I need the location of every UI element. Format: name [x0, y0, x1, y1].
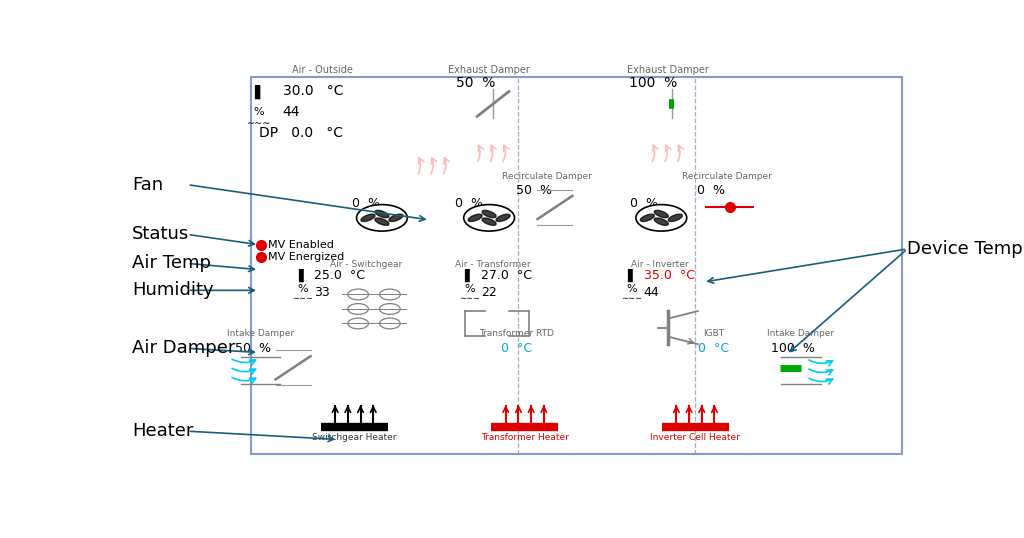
Text: Transformer Heater: Transformer Heater — [481, 433, 568, 442]
Ellipse shape — [654, 218, 669, 225]
Ellipse shape — [389, 214, 403, 222]
Text: 0  °C: 0 °C — [501, 342, 531, 355]
Circle shape — [464, 204, 514, 231]
Text: Status: Status — [132, 225, 189, 243]
Text: Humidity: Humidity — [132, 281, 214, 299]
Text: IGBT: IGBT — [703, 329, 724, 338]
Text: Air - Transformer: Air - Transformer — [456, 260, 530, 269]
Text: Intake Damper: Intake Damper — [227, 329, 294, 338]
Text: Inverter Cell Heater: Inverter Cell Heater — [650, 433, 740, 442]
Ellipse shape — [496, 214, 510, 222]
Ellipse shape — [640, 214, 654, 222]
Text: 50  %: 50 % — [515, 185, 552, 197]
Text: Device Temp: Device Temp — [907, 240, 1023, 258]
Text: 0  %: 0 % — [456, 197, 483, 210]
Text: Exhaust Damper: Exhaust Damper — [449, 65, 530, 75]
Text: 0  %: 0 % — [630, 197, 657, 210]
Text: DP   0.0   °C: DP 0.0 °C — [259, 126, 343, 140]
Text: Heater: Heater — [132, 422, 194, 440]
Ellipse shape — [654, 210, 669, 218]
Text: 33: 33 — [314, 286, 331, 299]
Text: 0  %: 0 % — [352, 197, 380, 210]
Ellipse shape — [669, 214, 682, 222]
Ellipse shape — [375, 218, 389, 225]
Text: Air - Outside: Air - Outside — [292, 65, 353, 75]
Text: ∼∼∼: ∼∼∼ — [292, 294, 313, 303]
Text: %: % — [464, 284, 474, 294]
Text: %: % — [297, 284, 308, 294]
Text: 35.0  °C: 35.0 °C — [644, 268, 695, 281]
Ellipse shape — [482, 218, 496, 225]
Text: Transformer RTD: Transformer RTD — [479, 329, 554, 338]
Text: ∼∼∼: ∼∼∼ — [622, 294, 642, 303]
Text: Air - Inverter: Air - Inverter — [631, 260, 688, 269]
Text: %: % — [254, 107, 264, 117]
Text: Switchgear Heater: Switchgear Heater — [312, 433, 396, 442]
Text: 27.0  °C: 27.0 °C — [481, 268, 532, 281]
Ellipse shape — [360, 214, 375, 222]
Text: MV Enabled: MV Enabled — [268, 240, 335, 250]
Text: MV Energized: MV Energized — [268, 252, 345, 262]
Text: Recirculate Damper: Recirculate Damper — [682, 172, 772, 181]
Text: 44: 44 — [283, 105, 300, 119]
Text: Intake Damper: Intake Damper — [767, 329, 835, 338]
Text: Air Damper: Air Damper — [132, 339, 236, 357]
Ellipse shape — [468, 214, 482, 222]
Circle shape — [636, 204, 687, 231]
Text: Fan: Fan — [132, 176, 163, 194]
Text: Exhaust Damper: Exhaust Damper — [627, 65, 709, 75]
Text: 50  %: 50 % — [234, 342, 270, 355]
Text: ∼∼∼: ∼∼∼ — [459, 294, 480, 303]
Text: ∼∼∼: ∼∼∼ — [247, 118, 271, 128]
Text: ▌: ▌ — [627, 268, 637, 281]
Ellipse shape — [482, 210, 496, 218]
Text: ▌: ▌ — [465, 268, 474, 281]
Text: 100  %: 100 % — [629, 76, 678, 90]
Text: 50  %: 50 % — [456, 76, 496, 90]
Text: 0  °C: 0 °C — [698, 342, 729, 355]
Text: 30.0   °C: 30.0 °C — [283, 84, 343, 98]
Text: 44: 44 — [644, 286, 659, 299]
Text: ▌: ▌ — [298, 268, 307, 281]
Text: ▌: ▌ — [254, 84, 264, 98]
Text: 0  %: 0 % — [697, 185, 725, 197]
Circle shape — [356, 204, 408, 231]
Text: Air - Switchgear: Air - Switchgear — [330, 260, 402, 269]
Text: %: % — [627, 284, 637, 294]
Text: 22: 22 — [481, 286, 497, 299]
Text: 25.0  °C: 25.0 °C — [314, 268, 366, 281]
Text: Recirculate Damper: Recirculate Damper — [502, 172, 592, 181]
Ellipse shape — [375, 210, 389, 218]
Text: Air Temp: Air Temp — [132, 254, 211, 272]
Text: 100  %: 100 % — [771, 342, 815, 355]
